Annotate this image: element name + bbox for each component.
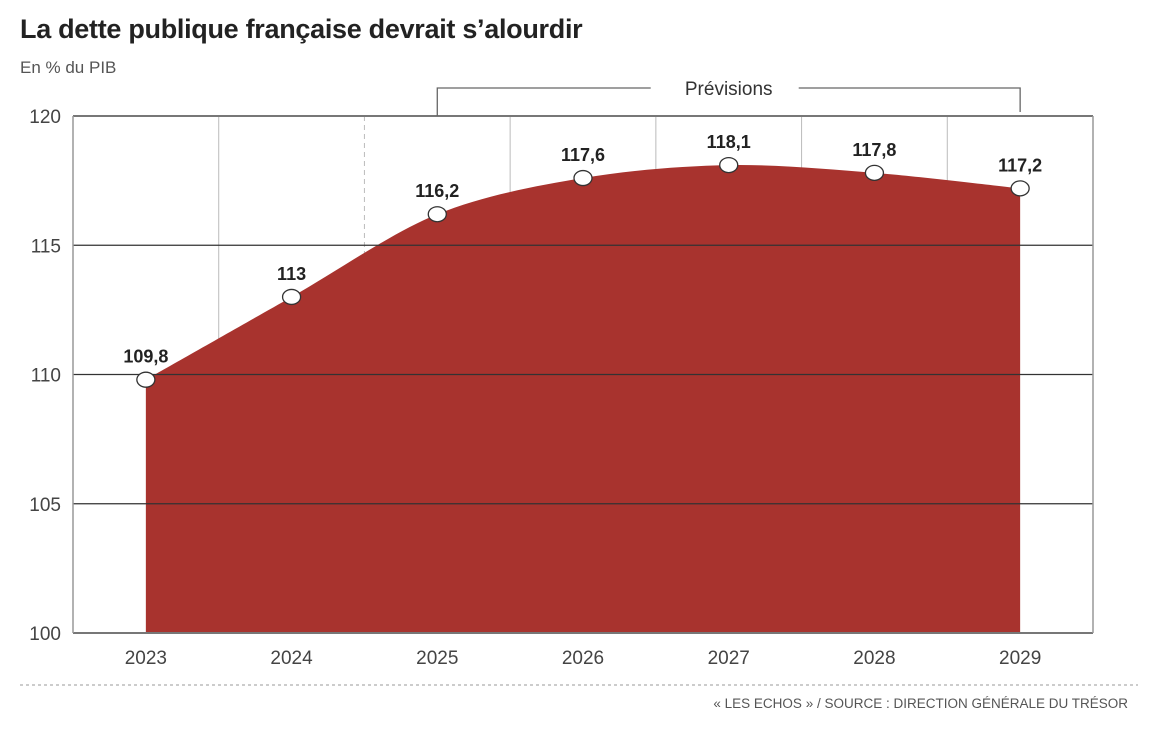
data-point-marker [573, 169, 593, 187]
data-label: 116,2 [415, 181, 459, 201]
data-label: 118,1 [707, 132, 751, 152]
y-tick-label: 100 [29, 624, 61, 645]
data-label: 117,6 [561, 145, 605, 165]
y-tick-label: 120 [29, 107, 61, 128]
x-tick-label: 2026 [562, 648, 604, 669]
forecast-bracket [436, 87, 1021, 116]
data-label: 117,8 [852, 140, 896, 160]
y-tick-label: 110 [31, 366, 61, 387]
x-tick-label: 2023 [125, 648, 167, 669]
data-point-marker [427, 206, 447, 223]
data-point-marker [864, 164, 885, 182]
debt-area [145, 165, 1021, 633]
forecast-label: Prévisions [685, 79, 773, 100]
data-label: 117,2 [998, 155, 1042, 175]
x-tick-label: 2027 [708, 648, 750, 669]
x-tick-label: 2025 [416, 648, 458, 669]
y-tick-label: 105 [29, 495, 61, 516]
x-tick-label: 2029 [999, 648, 1041, 669]
x-tick-label: 2028 [853, 648, 895, 669]
x-tick-label: 2024 [270, 648, 313, 669]
data-label: 109,8 [123, 347, 168, 367]
y-tick-label: 115 [31, 236, 61, 257]
data-point-marker [136, 371, 156, 388]
data-point-marker [1010, 180, 1030, 197]
data-label: 113 [277, 264, 306, 284]
data-point-marker [281, 288, 302, 306]
chart-subtitle: En % du PIB [20, 58, 117, 77]
data-point-marker [719, 156, 739, 174]
source-note: « LES ECHOS » / SOURCE : DIRECTION GÉNÉR… [713, 696, 1128, 711]
chart-title: La dette publique française devrait s’al… [20, 14, 583, 44]
